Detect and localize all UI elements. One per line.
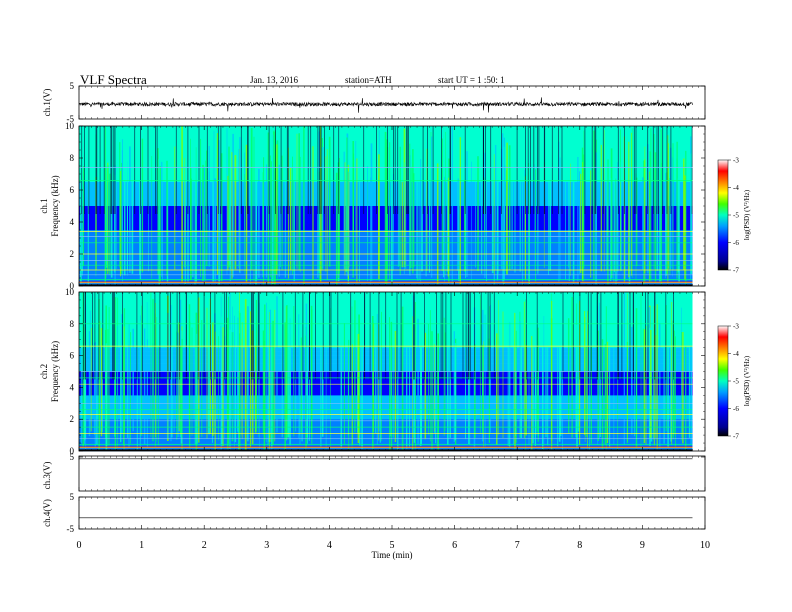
spectrogram-band — [79, 427, 693, 432]
ch2-colorbar — [717, 325, 729, 437]
time-tick-label: 6 — [452, 540, 457, 551]
start-time-label: start UT = 1 :50: 1 — [438, 75, 505, 85]
ch2-ytick-label: 2 — [70, 414, 75, 424]
spectrogram-band — [79, 387, 693, 392]
figure-header: VLF Spectra Jan. 13, 2016 station=ATH st… — [0, 0, 792, 90]
colorbar-tick-label: -7 — [733, 433, 739, 441]
time-tick-label: 7 — [515, 540, 520, 551]
colorbar-tick-label: -3 — [733, 157, 739, 165]
ch1-ytick-label: 5 — [70, 81, 75, 91]
time-tick-label: 1 — [139, 540, 144, 551]
colorbar-tick-label: -5 — [733, 212, 739, 220]
ch3-waveform-frame — [78, 455, 706, 492]
frequency-axis-label: Frequency (kHz) — [50, 175, 60, 236]
colorbar-tick-label: -4 — [733, 350, 739, 358]
ch1-ytick-label: 8 — [70, 153, 75, 163]
ch1-ytick-label: 4 — [70, 217, 75, 227]
ch1-ylabel: ch.1(V) — [42, 89, 52, 117]
time-axis-label: Time (min) — [372, 550, 413, 560]
date-label: Jan. 13, 2016 — [250, 75, 298, 85]
figure-title: VLF Spectra — [80, 72, 147, 87]
ch2-ylabel: ch.2 — [39, 364, 49, 379]
colorbar-tick-label: -4 — [733, 184, 739, 192]
spectrogram-band — [79, 411, 693, 416]
spectrogram-band — [79, 439, 693, 444]
ch2-ytick-label: 0 — [70, 446, 75, 456]
ch4-waveform-frame — [78, 496, 706, 530]
time-tick-label: 0 — [77, 540, 82, 551]
ch1-colorbar — [717, 159, 729, 271]
spectrogram-band — [79, 391, 693, 396]
ch4-ylabel: ch.4(V) — [42, 499, 52, 527]
colorbar-label: log(PSD) (V²/Hz) — [743, 189, 751, 240]
time-tick-label: 5 — [390, 540, 395, 551]
ch1-ytick-label: 0 — [70, 281, 75, 291]
ch1-ylabel: ch.1 — [39, 198, 49, 213]
ch3-ytick-label: 5 — [70, 452, 75, 462]
ch3-ylabel: ch.3(V) — [42, 462, 52, 490]
ch2-ytick-label: 8 — [70, 319, 75, 329]
ch2-ytick-label: 6 — [70, 351, 75, 361]
ch1-ytick-label: 2 — [70, 249, 75, 259]
time-tick-label: 3 — [264, 540, 269, 551]
time-tick-label: 4 — [327, 540, 332, 551]
ch1-ytick-label: -5 — [67, 114, 75, 124]
colorbar-label: log(PSD) (V²/Hz) — [743, 355, 751, 406]
spectrogram-band — [79, 419, 693, 424]
spectrogram-band — [79, 383, 693, 388]
ch1-spectrogram — [79, 126, 693, 287]
ch1-waveform-line — [78, 97, 693, 113]
colorbar-tick-label: -7 — [733, 267, 739, 275]
ch2-spectrogram — [79, 292, 693, 452]
time-tick-label: 10 — [700, 540, 710, 551]
ch4-ytick-label: 5 — [70, 492, 75, 502]
spectrogram-band — [79, 423, 693, 428]
spectrogram-band — [79, 415, 693, 420]
ch4-ytick-label: -5 — [67, 524, 75, 534]
spectrogram-band — [79, 443, 693, 448]
spectrogram-band — [79, 126, 693, 131]
time-tick-label: 8 — [577, 540, 582, 551]
spectrogram-band — [79, 399, 693, 404]
ch1-ytick-label: 10 — [65, 121, 75, 131]
time-tick-label: 9 — [640, 540, 645, 551]
ch1-ytick-label: 6 — [70, 185, 75, 195]
colorbar-tick-label: -6 — [733, 239, 739, 247]
spectrogram-band — [79, 395, 693, 400]
ch2-ytick-label: 10 — [65, 287, 75, 297]
spectrogram-band — [79, 379, 693, 384]
frequency-axis-label: Frequency (kHz) — [50, 341, 60, 402]
colorbar-tick-label: -3 — [733, 323, 739, 331]
spectrogram-band — [79, 435, 693, 440]
station-label: station=ATH — [345, 75, 392, 85]
colorbar-tick-label: -6 — [733, 405, 739, 413]
spectrogram-band — [79, 403, 693, 408]
time-tick-label: 2 — [202, 540, 207, 551]
ch2-ytick-label: 4 — [70, 382, 75, 392]
colorbar-tick-label: -5 — [733, 378, 739, 386]
